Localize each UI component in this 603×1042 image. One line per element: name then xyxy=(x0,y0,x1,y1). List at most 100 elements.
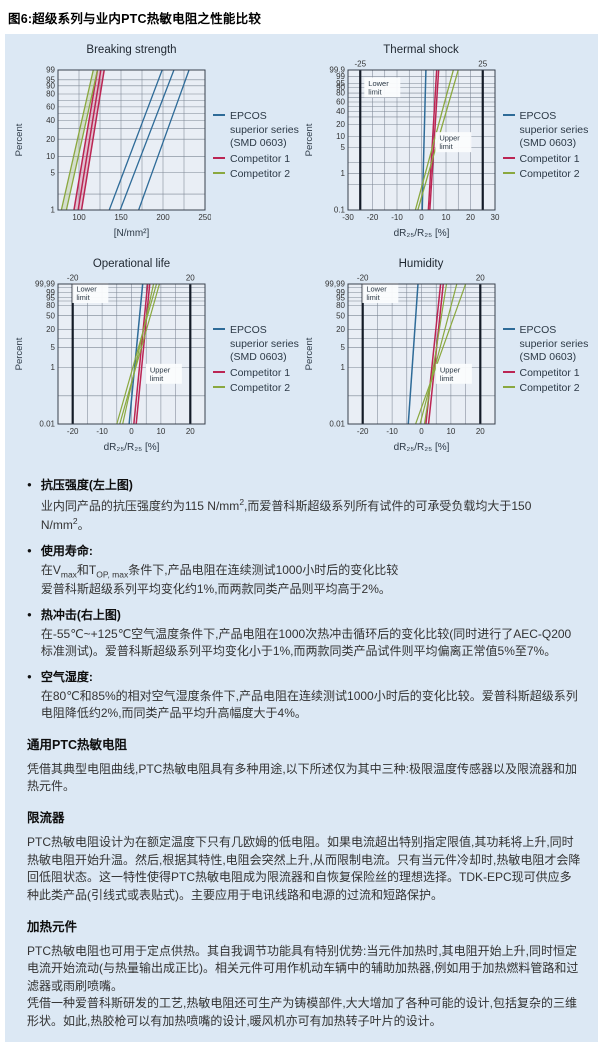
svg-text:[N/mm²]: [N/mm²] xyxy=(114,228,150,239)
legend-dash-icon xyxy=(502,113,515,116)
section-paragraph: 凭借一种爱普科斯研发的工艺,热敏电阻还可生产为铸模部件,大大增加了各种可能的设计… xyxy=(27,996,578,1028)
svg-text:-10: -10 xyxy=(391,213,403,222)
svg-text:limit: limit xyxy=(439,374,453,383)
bullet-paragraph: 在Vmax和TOP, max条件下,产品电阻在连续测试1000小时后的变化比较 xyxy=(40,563,399,580)
chart-title-breaking-strength: Breaking strength xyxy=(86,44,177,56)
legend-label: EPCOS xyxy=(213,324,299,338)
section-heading: 限流器 xyxy=(27,811,65,826)
legend-label: superior series xyxy=(519,337,589,350)
section-paragraph: 凭借其典型电阻曲线,PTC热敏电阻具有多种用途,以下所述仅为其中三种:极限温度传… xyxy=(27,761,578,794)
legend-label: EPCOS xyxy=(213,110,299,124)
svg-text:-10: -10 xyxy=(386,427,398,436)
legend-dash-icon xyxy=(213,113,225,116)
legend-entry: Competitor 1 xyxy=(213,367,299,381)
bullet-heading: 抗压强度(左上图) xyxy=(40,478,133,492)
svg-text:limit: limit xyxy=(150,374,164,383)
svg-text:99: 99 xyxy=(46,66,55,75)
chart-thermal-shock: Thermal shock -25 25 Lower limit Upper limit 99… xyxy=(303,44,591,250)
svg-text:Lower: Lower xyxy=(76,284,97,293)
svg-text:5: 5 xyxy=(340,143,345,152)
svg-text:50: 50 xyxy=(46,311,55,320)
svg-text:20: 20 xyxy=(475,427,484,436)
svg-text:99: 99 xyxy=(336,72,345,81)
sections: 通用PTC热敏电阻凭借其典型电阻曲线,PTC热敏电阻具有多种用途,以下所述仅为其… xyxy=(25,734,582,1030)
svg-text:-20: -20 xyxy=(356,427,368,436)
legend-dash-icon xyxy=(213,386,225,389)
bullet-heading: 使用寿命: xyxy=(40,544,93,559)
legend-label: Competitor 1 xyxy=(213,153,299,167)
svg-text:20: 20 xyxy=(336,325,345,334)
legend-entry: Competitor 1 xyxy=(213,153,299,167)
chart-main: Breaking strength 99 95 90 80 60 40 20 10 5 1 100 15… xyxy=(13,44,212,250)
chart-plot-humidity: -20 20LowerlimitUpperlimit99,999995805020… xyxy=(304,274,495,453)
svg-text:40: 40 xyxy=(336,107,345,116)
svg-text:90: 90 xyxy=(336,83,345,92)
svg-text:1: 1 xyxy=(340,169,345,178)
bullet-body: 使用寿命: 在Vmax和TOP, max条件下,产品电阻在连续测试1000小时后的… xyxy=(41,542,582,597)
svg-text:80: 80 xyxy=(46,301,55,310)
section-heading: 通用PTC热敏电阻 xyxy=(27,737,128,752)
bullet-marker-icon: ● xyxy=(27,671,32,681)
bullet-paragraph: 在80℃和85%的相对空气湿度条件下,产品电阻在连续测试1000小时后的变化比较… xyxy=(40,688,578,720)
legend-dash-icon xyxy=(502,327,515,330)
legend-label: superior series xyxy=(230,337,299,350)
svg-text:60: 60 xyxy=(46,102,55,111)
svg-text:-20: -20 xyxy=(366,213,378,222)
chart-legend: EPCOS superior series (SMD 0603) Competitor… xyxy=(213,110,299,184)
legend-entry: EPCOS superior series (SMD 0603) xyxy=(213,324,299,365)
chart-main: Humidity -20 20 Lower limit Upper limit 99,99 99… xyxy=(303,258,501,464)
svg-text:20: 20 xyxy=(466,213,475,222)
svg-text:80: 80 xyxy=(336,301,345,310)
svg-text:30: 30 xyxy=(490,213,499,222)
svg-text:80: 80 xyxy=(46,90,55,99)
svg-text:-20: -20 xyxy=(67,427,79,436)
svg-text:0: 0 xyxy=(419,427,424,436)
legend-dash-icon xyxy=(502,172,515,175)
bullet-body: 热冲击(右上图) 在-55℃~+125℃空气温度条件下,产品电阻在1000次热冲击… xyxy=(41,606,582,660)
content-panel: Breaking strength 99 95 90 80 60 40 20 10 5 1 100 15… xyxy=(5,34,598,1042)
chart-legend: EPCOS superior series (SMD 0603) Competitor… xyxy=(502,110,589,184)
svg-text:10: 10 xyxy=(46,152,55,161)
legend-entry: Competitor 1 xyxy=(502,153,589,167)
svg-text:95: 95 xyxy=(46,75,55,84)
bullet-item: ● 空气湿度: 在80℃和85%的相对空气湿度条件下,产品电阻在连续测试1000小时… xyxy=(25,668,582,722)
svg-text:Percent: Percent xyxy=(14,123,25,156)
chart-breaking-strength: Breaking strength 99 95 90 80 60 40 20 10 5 1 100 15… xyxy=(13,44,301,250)
svg-text:20: 20 xyxy=(186,427,195,436)
svg-text:1: 1 xyxy=(51,363,56,372)
bullet-body: 抗压强度(左上图) 业内同产品的抗压强度约为115 N/mm2,而爱普科斯超级系列… xyxy=(41,476,582,534)
legend-label: Competitor 1 xyxy=(502,367,589,381)
bullet-body: 空气湿度: 在80℃和85%的相对空气湿度条件下,产品电阻在连续测试1000小时后… xyxy=(41,668,582,722)
legend-dash-icon xyxy=(502,386,515,389)
legend-label: (SMD 0603) xyxy=(519,351,577,364)
bullet-marker-icon: ● xyxy=(27,480,32,489)
legend-label: superior series xyxy=(230,123,299,136)
bullet-paragraph: 爱普科斯超级系列平均变化约1%,而两款同类产品则平均高于2%。 xyxy=(40,581,391,596)
svg-text:60: 60 xyxy=(336,98,345,107)
svg-text:10: 10 xyxy=(441,213,450,222)
svg-text:1: 1 xyxy=(340,363,345,372)
svg-text:-25: -25 xyxy=(354,60,366,69)
legend-dash-icon xyxy=(502,370,515,373)
svg-text:Upper: Upper xyxy=(439,365,460,374)
svg-text:Upper: Upper xyxy=(439,134,460,143)
svg-text:10: 10 xyxy=(336,132,345,141)
legend-dash-icon xyxy=(213,327,225,330)
svg-text:Lower: Lower xyxy=(368,79,389,88)
section-heading: 加热元件 xyxy=(27,920,78,935)
svg-text:150: 150 xyxy=(114,213,128,222)
svg-text:99,99: 99,99 xyxy=(324,280,345,289)
bullet-heading: 热冲击(右上图) xyxy=(40,607,121,622)
legend-label: superior series xyxy=(519,123,589,136)
svg-text:250: 250 xyxy=(198,213,211,222)
svg-text:Upper: Upper xyxy=(150,365,171,374)
svg-text:5: 5 xyxy=(51,168,56,177)
legend-label: Competitor 2 xyxy=(213,168,299,182)
svg-text:0.1: 0.1 xyxy=(333,206,345,215)
page-title: 图6:超级系列与业内PTC热敏电阻之性能比较 xyxy=(8,12,262,26)
section-paragraph: PTC热敏电阻设计为在额定温度下只有几欧姆的低电阻。如果电流超出特别指定限值,其… xyxy=(27,835,581,902)
legend-dash-icon xyxy=(502,156,515,159)
svg-text:200: 200 xyxy=(156,213,170,222)
chart-main: Operational life -20 20 Lower limit Upper limi… xyxy=(13,258,211,464)
